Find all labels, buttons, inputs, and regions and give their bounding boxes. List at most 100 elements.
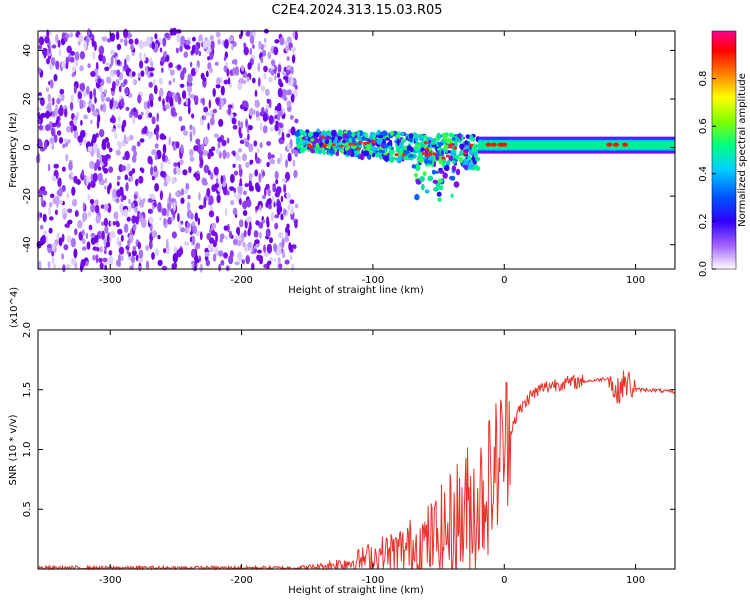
spectrogram-cell <box>46 244 52 249</box>
spectrogram-cell <box>243 190 247 196</box>
spectrogram-cell <box>75 111 80 117</box>
spectrogram-cell <box>296 138 301 142</box>
spectrogram-cell <box>73 175 78 184</box>
spectrogram-cell <box>249 35 255 45</box>
spectrogram-cell <box>433 186 439 192</box>
spectrogram-cell <box>238 198 242 206</box>
spectrogram-cell <box>116 175 121 181</box>
spectrogram-cell <box>279 36 285 46</box>
y-tick-label: 0.5 <box>22 501 33 517</box>
spectrogram-cell <box>118 141 122 151</box>
spectrogram-cell <box>106 141 110 149</box>
spectrogram-cell <box>256 254 261 261</box>
spectrogram-cell <box>90 119 93 125</box>
snr-y-multiplier: (x10^4) <box>9 287 20 328</box>
spectrogram-cell <box>115 149 121 156</box>
spectrogram-cell <box>331 130 336 137</box>
spectrogram-cell <box>248 172 253 182</box>
snr-panel: -300 -200 -100 0 100 0.5 1.0 1.5 2.0 Height of … <box>8 287 676 596</box>
spectrogram-cell <box>172 253 178 263</box>
spectrogram-cell <box>130 255 136 264</box>
spectrogram-cell <box>187 73 193 84</box>
spectrogram-cell <box>212 253 217 262</box>
spectrogram-cell <box>151 175 156 181</box>
spectrogram-cell <box>451 165 457 172</box>
spectrogram-cell <box>87 194 91 201</box>
spectrogram-cell <box>99 129 105 138</box>
spectrogram-cell <box>135 178 139 187</box>
x-tick-label: -100 <box>362 275 385 286</box>
spectrogram-cell <box>70 237 76 248</box>
spectrogram-cell <box>249 159 254 164</box>
x-tick-label: -200 <box>230 575 253 586</box>
spectrogram-cell <box>211 222 216 230</box>
spectrogram-cell <box>414 193 420 201</box>
spectrogram-cell <box>448 145 453 149</box>
spectrogram-cell <box>378 154 382 159</box>
spectrogram-cell <box>232 163 236 168</box>
spectrogram-cell <box>150 61 154 68</box>
spectrogram-cell <box>439 148 446 152</box>
spectrogram-cell <box>246 76 250 82</box>
spectrogram-cell <box>223 252 228 259</box>
spectrogram-cell <box>310 149 316 154</box>
spectrogram-cell <box>78 33 84 44</box>
spectrogram-cell <box>289 199 295 204</box>
spectrogram-cell <box>102 103 107 113</box>
spectrogram-cell <box>64 33 70 39</box>
spectrogram-cell <box>70 124 74 133</box>
spectrogram-cell <box>278 127 281 136</box>
spectrogram-cell <box>126 163 131 173</box>
spectrogram-cell <box>59 88 65 95</box>
spectrogram-cell <box>82 212 88 221</box>
spectrogram-cell <box>168 136 171 146</box>
spectrogram-cell <box>233 187 236 193</box>
spectrogram-cell <box>251 173 255 178</box>
spectrogram-cell <box>168 91 173 97</box>
spectrogram-cell <box>228 255 234 265</box>
spectrogram-cell <box>166 54 170 63</box>
colorbar-frame <box>711 30 737 270</box>
spectrogram-cell <box>245 217 251 222</box>
spectrogram-cell <box>271 59 276 66</box>
spectrogram-cell <box>101 230 105 240</box>
spectrogram-cell <box>125 106 130 111</box>
spectrogram-cell <box>257 77 261 87</box>
spectrogram-cell <box>292 31 296 39</box>
spectrogram-cell <box>147 100 151 110</box>
spectrogram-cell <box>202 181 208 186</box>
spectrogram-cell <box>77 135 83 143</box>
spectrogram-cell <box>283 185 287 194</box>
spectrogram-cell <box>179 159 184 166</box>
spectrogram-cell <box>266 161 270 168</box>
spectrogram-cell <box>117 123 121 129</box>
spectrogram-cell <box>51 97 55 106</box>
spectrogram-cell <box>337 131 343 137</box>
spectrogram-cell <box>211 230 216 237</box>
spectrogram-cell <box>110 220 114 226</box>
x-tick-label: -300 <box>99 575 122 586</box>
spectrogram-cell <box>267 152 272 160</box>
spectrogram-cell <box>171 27 178 36</box>
spectrogram-cell <box>356 147 361 151</box>
spectrogram-cell <box>123 208 128 218</box>
spectrogram-cell <box>266 261 270 270</box>
spectrogram-cell <box>187 195 191 200</box>
spectrogram-cell <box>281 250 286 259</box>
spectrogram-cell <box>38 44 43 50</box>
spectrogram-cell <box>200 143 205 152</box>
spectrogram-cell <box>432 179 438 184</box>
spectrogram-cell <box>115 220 119 226</box>
spectrogram-cell <box>90 173 94 181</box>
spectrogram-cell <box>437 178 443 184</box>
spectrogram-cell <box>277 72 280 79</box>
spectrogram-cell <box>74 51 80 61</box>
spectrogram-cell <box>95 254 99 264</box>
spectrogram-cell <box>275 187 281 197</box>
spectrogram-cell <box>109 32 116 42</box>
spectrogram-cell <box>182 90 187 100</box>
spectrogram-cell <box>165 238 169 249</box>
spectrogram-cell <box>247 62 252 70</box>
spectrogram-cell <box>485 142 492 147</box>
